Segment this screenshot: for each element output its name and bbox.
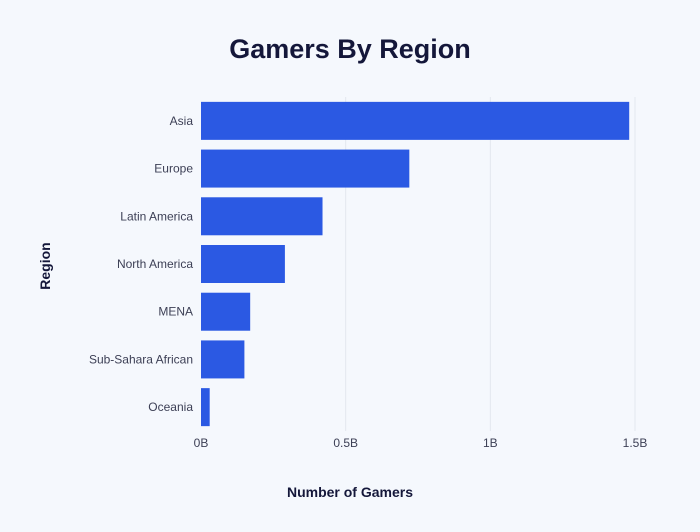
category-label: Asia [170,114,194,128]
bar-asia [201,101,630,140]
bar-mena [201,292,251,331]
category-label: Europe [154,162,193,176]
bar-sub-sahara-african [201,340,245,379]
x-tick-label: 1B [483,436,498,450]
bar-latin-america [201,197,323,236]
category-label: Latin America [120,209,193,223]
category-label: MENA [158,305,193,319]
category-label: North America [117,257,193,271]
chart-title: Gamers By Region [229,34,471,64]
bar-oceania [201,388,210,427]
category-label: Oceania [148,400,193,414]
x-tick-label: 0.5B [333,436,358,450]
x-tick-label: 0B [194,436,209,450]
bar-north-america [201,245,285,283]
bar-europe [201,149,410,188]
x-axis-label: Number of Gamers [286,484,414,500]
category-label: Sub-Sahara African [89,352,193,366]
x-tick-label: 1.5B [623,436,648,450]
